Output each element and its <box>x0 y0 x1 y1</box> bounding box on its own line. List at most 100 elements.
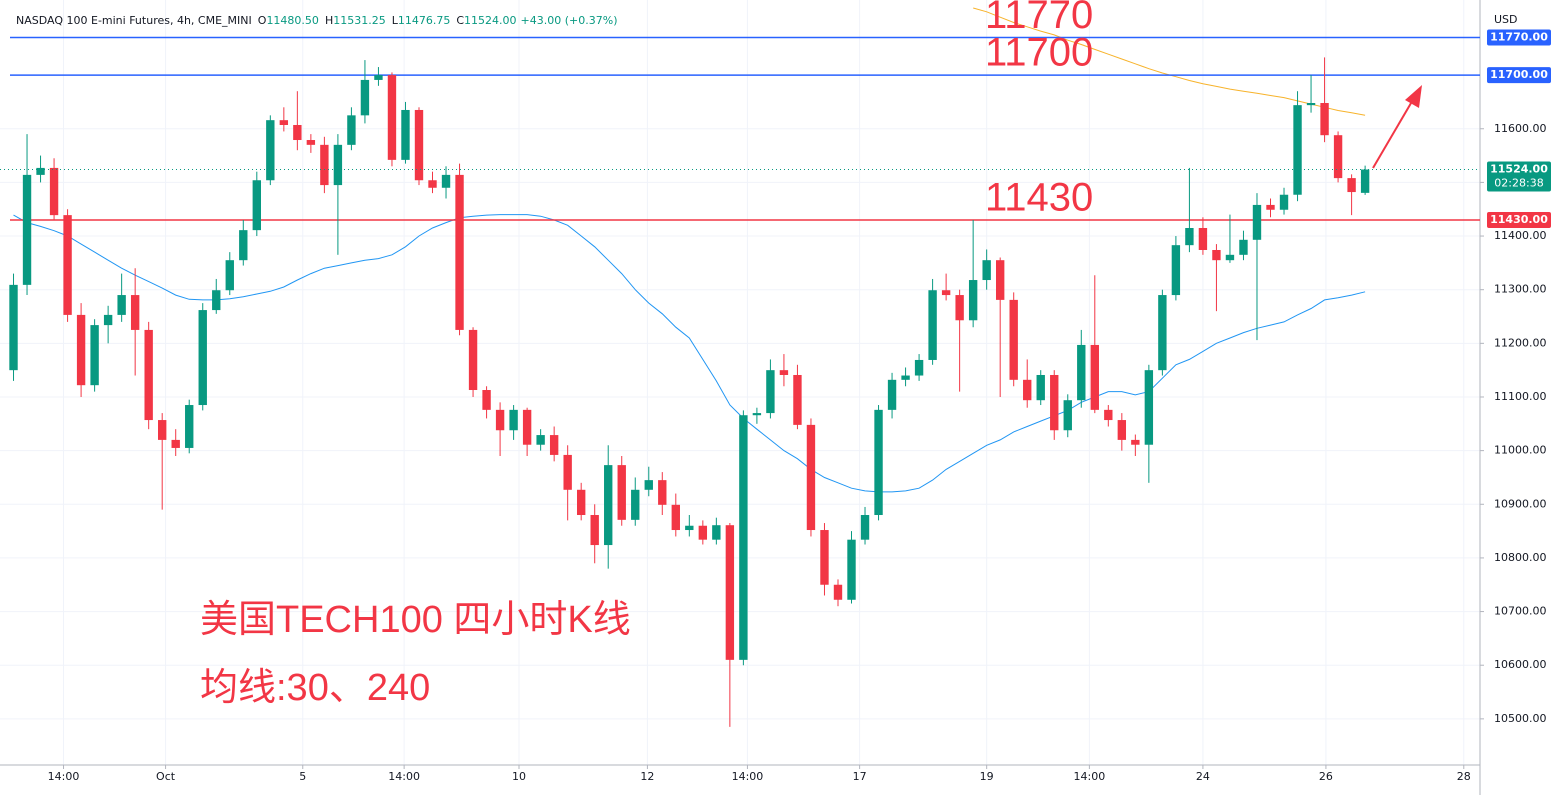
candle-body <box>212 290 221 311</box>
candle-body <box>495 409 505 431</box>
candle-body <box>725 525 735 660</box>
candle-body <box>1225 254 1235 261</box>
level-note: 11430 <box>985 176 1093 220</box>
candle-body <box>374 75 383 80</box>
candle-body <box>522 409 532 445</box>
candle-body <box>712 525 721 540</box>
candle-body <box>806 424 816 531</box>
candle-body <box>293 124 302 141</box>
y-tick-label: 11400.00 <box>1494 229 1547 242</box>
title: NASDAQ 100 E-mini Futures, 4h, CME_MINI <box>16 14 252 27</box>
candle-body <box>225 260 234 291</box>
candle-body <box>441 174 451 188</box>
candle-body <box>252 180 261 231</box>
candle-body <box>1212 249 1221 261</box>
candle-body <box>563 454 572 490</box>
candle-body <box>198 310 207 406</box>
candle-body <box>1158 295 1167 371</box>
candle-body <box>333 144 343 186</box>
level-label-box <box>1487 67 1551 84</box>
x-tick-label: Oct <box>156 770 176 783</box>
candle-body <box>1360 169 1370 193</box>
x-tick-label: 14:00 <box>48 770 80 783</box>
candle-body <box>401 109 410 160</box>
x-tick-label: 28 <box>1457 770 1471 783</box>
candle-body <box>590 515 599 546</box>
candle-body <box>685 525 694 531</box>
candle-body <box>1279 194 1289 210</box>
candle-body <box>1347 178 1356 193</box>
level-label-box <box>1487 29 1551 46</box>
ohlc-key: O <box>258 14 267 27</box>
candle-body <box>874 409 883 516</box>
candle-body <box>617 465 626 520</box>
y-tick-label: 10600.00 <box>1494 658 1547 671</box>
candle-body <box>76 314 86 386</box>
candle-body <box>90 325 99 386</box>
ohlc-value: 11531.25 <box>333 14 386 27</box>
candle-body <box>847 539 856 600</box>
candle-body <box>36 167 45 175</box>
ohlc-key: H <box>325 14 333 27</box>
y-tick-label: 10800.00 <box>1494 551 1547 564</box>
candle-body <box>887 379 897 410</box>
candle-body <box>320 144 329 186</box>
candle-body <box>1293 105 1302 195</box>
y-tick-label: 11100.00 <box>1494 390 1547 403</box>
candle-body <box>130 295 140 330</box>
x-tick-label: 24 <box>1196 770 1210 783</box>
x-tick-label: 14:00 <box>732 770 764 783</box>
candle-body <box>22 174 32 285</box>
candle-body <box>428 180 437 188</box>
level-label: 11430.00 <box>1490 213 1548 226</box>
x-tick-label: 14:00 <box>1074 770 1106 783</box>
ohlc-value: 11480.50 <box>266 14 319 27</box>
candle-body <box>1171 245 1181 296</box>
candle-body <box>1117 420 1127 440</box>
candle-body <box>1009 299 1018 380</box>
x-tick-label: 19 <box>980 770 994 783</box>
candle-body <box>306 140 316 145</box>
level-label-box <box>1487 211 1551 228</box>
candle-body <box>576 489 586 516</box>
x-tick-label: 17 <box>853 770 867 783</box>
y-tick-label: 11300.00 <box>1494 283 1547 296</box>
candle-body <box>1306 103 1316 106</box>
candle-body <box>779 370 789 375</box>
candle-body <box>631 489 640 520</box>
candle-body <box>955 295 964 321</box>
candle-body <box>103 314 113 326</box>
candle-body <box>1063 400 1072 431</box>
candle-body <box>1252 204 1262 240</box>
y-tick-label: 11200.00 <box>1494 336 1547 349</box>
candle-body <box>144 329 153 421</box>
candle-body <box>604 465 613 546</box>
candle-body <box>968 280 978 321</box>
candle-body <box>1104 409 1113 421</box>
candle-body <box>793 374 802 425</box>
currency: USD <box>1494 13 1518 26</box>
candle-body <box>928 290 937 360</box>
candle-body <box>1131 439 1140 445</box>
candle-body <box>1266 204 1275 210</box>
countdown: 02:28:38 <box>1494 177 1543 190</box>
candle-body <box>468 329 478 391</box>
candle-body <box>171 439 180 448</box>
candle-body <box>698 525 708 540</box>
arrow <box>1372 85 1422 169</box>
candle-body <box>482 390 491 410</box>
candle-body <box>387 75 397 160</box>
candle-body <box>1023 379 1032 401</box>
candle-body <box>347 115 356 145</box>
candle-body <box>185 405 194 448</box>
moving-average <box>13 214 1366 493</box>
ohlc-value: 11524.00 <box>464 14 517 27</box>
y-tick-label: 11000.00 <box>1494 444 1547 457</box>
candle-body <box>644 480 653 490</box>
header: NASDAQ 100 E-mini Futures, 4h, CME_MINI O… <box>16 14 618 27</box>
candle-body <box>1239 239 1248 255</box>
candle-body <box>266 120 275 181</box>
level-label: 11700.00 <box>1490 68 1548 81</box>
candle-body <box>279 120 289 125</box>
